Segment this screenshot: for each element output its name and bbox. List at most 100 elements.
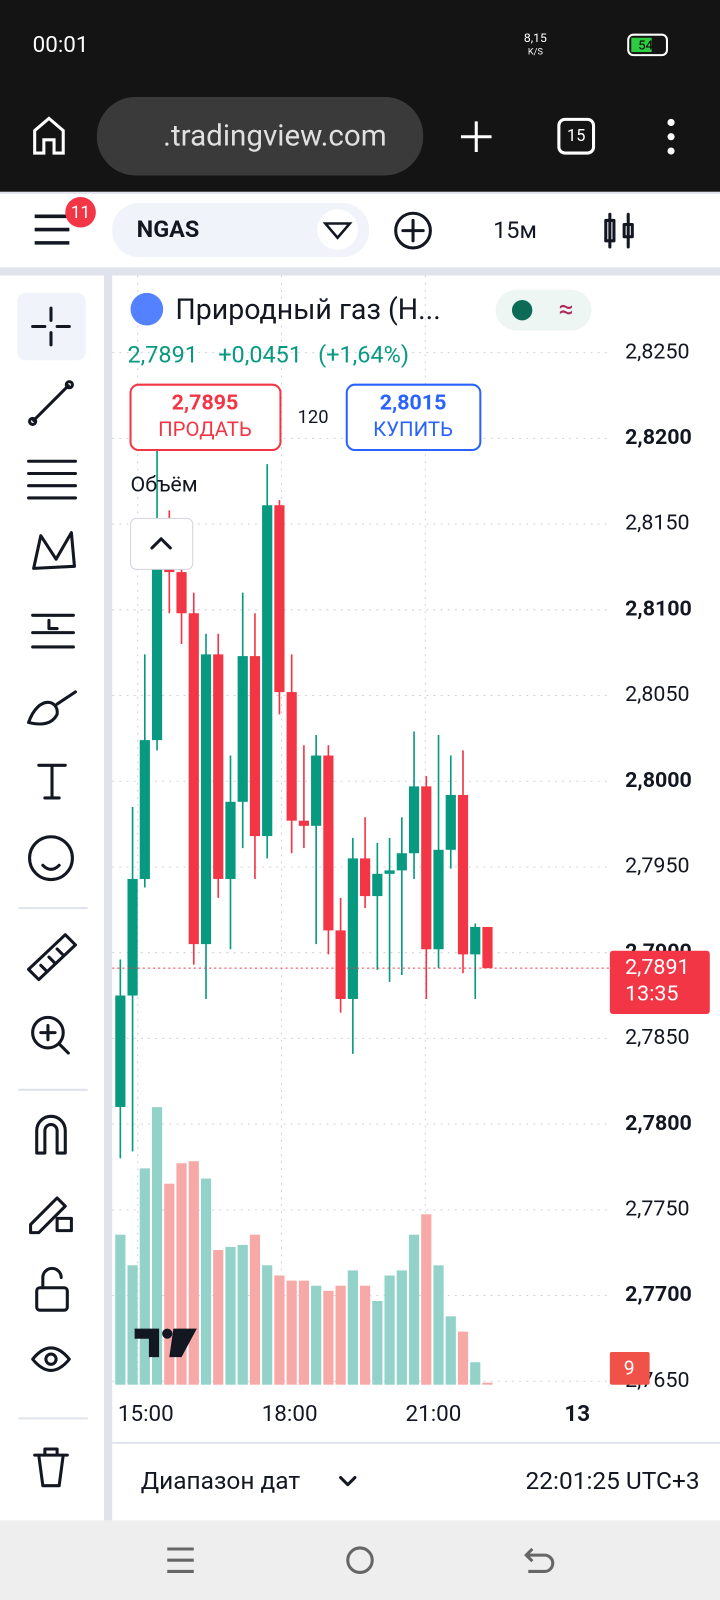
nav-back[interactable] [524,1547,555,1573]
volume-bar [176,1163,187,1385]
buy-button[interactable] [345,383,482,452]
y-tick-label: 2,8000 [625,768,692,793]
y-tick-label: 2,7700 [625,1282,692,1307]
url-bar[interactable] [96,96,424,176]
candle-body [237,656,248,802]
x-tick-label: 13 [564,1401,590,1427]
volume-bar [408,1234,420,1385]
tv-logo [134,1328,197,1358]
candle-body [311,755,322,826]
volume-bar [482,1382,493,1385]
volume-bar [347,1270,358,1385]
candle-body [213,654,224,879]
candle-body [396,853,407,871]
tabs-count: 15 [567,126,585,145]
volume-bar [115,1234,126,1385]
y-tick-label: 2,8050 [625,682,689,707]
volume-bar [384,1275,395,1385]
alert-badge [609,1352,650,1385]
volume-bar [249,1234,261,1385]
symbol-search[interactable] [112,203,370,258]
volume-bar [433,1265,444,1385]
volume-bar [457,1331,469,1385]
y-tick-label: 2,8250 [625,339,689,364]
volume-bar [127,1265,138,1385]
candle-body [127,878,138,996]
volume-bar [188,1161,199,1385]
candle-body [323,755,334,931]
tools[interactable] [27,380,77,1488]
volume-bar [200,1178,212,1385]
menu-dots[interactable] [667,118,675,155]
nav-recent[interactable] [167,1547,194,1573]
volume-label: Объём [131,472,198,497]
symbol: NGAS [137,215,200,243]
candle-body [457,794,469,955]
date-range[interactable]: Диапазон дат [141,1466,301,1495]
candle-body [274,505,285,693]
last-price-label: 2,7891 [625,955,689,980]
tabs-button[interactable] [557,117,596,155]
candle-body [115,995,126,1107]
speed: 8,15 [524,31,547,45]
sell-button[interactable] [129,383,282,452]
y-tick-label: 2,8100 [625,596,692,621]
sell-label: ПРОДАТЬ [158,417,252,441]
x-tick-label: 15:00 [118,1401,174,1427]
compare-plus [401,218,425,243]
home-button[interactable] [33,116,65,155]
interval[interactable]: 15м [493,216,537,244]
candle-body [384,870,395,874]
speed-unit: K/S [528,46,544,57]
candle-body [249,656,261,837]
volume-bar [323,1290,334,1385]
spread: 120 [298,407,329,428]
volume-bar [445,1316,456,1385]
clock: 22:01:25 UTC+3 [526,1466,700,1495]
chevron-up [150,537,172,550]
sell-price: 2,7895 [172,391,239,416]
new-tab[interactable] [460,121,492,153]
candle-body [225,801,236,879]
nav-home[interactable] [346,1546,374,1574]
candle-body [151,560,163,741]
volume-bar [237,1244,248,1385]
candle-body [470,926,481,955]
y-tick-label: 2,7800 [625,1111,692,1136]
y-tick-label: 2,7750 [625,1196,689,1221]
last-price-box [609,950,710,1015]
candle-body [200,654,212,945]
change-pct: (+1,64%) [318,340,409,368]
x-tick-label: 18:00 [262,1401,318,1427]
collapse-button[interactable] [130,517,194,570]
volume-bar [311,1285,322,1385]
candle-body [286,692,297,821]
chart: 2,8250 2,8200 2,8150 2,8100 2,8050 2,8000 2,79… [112,275,710,1427]
y-tick-label: 2,7850 [625,1025,689,1050]
url: .tradingview.com [163,120,386,154]
volume-bar [274,1275,285,1385]
volume-bar [213,1250,224,1385]
hamburger[interactable] [34,214,70,245]
candle-body [433,849,444,950]
compare[interactable] [394,211,432,250]
crosshair[interactable] [31,306,71,347]
badge-count: 11 [71,203,90,223]
volume-bar [360,1285,371,1385]
volume-bar [139,1168,150,1385]
volume-bar [225,1246,236,1385]
battery-text: 54 [638,38,653,53]
date-chevron [339,1476,357,1487]
separator [18,907,88,1420]
chart-type[interactable] [604,212,634,249]
buy-label: КУПИТЬ [373,417,453,441]
buy-price: 2,8015 [380,391,447,416]
battery [627,33,668,57]
volume-bar [421,1214,432,1385]
symbol-logo [130,292,164,326]
price: 2,7891 [127,340,198,368]
candle-body [445,794,456,850]
candle-body [360,858,371,897]
candle-body [347,858,358,999]
